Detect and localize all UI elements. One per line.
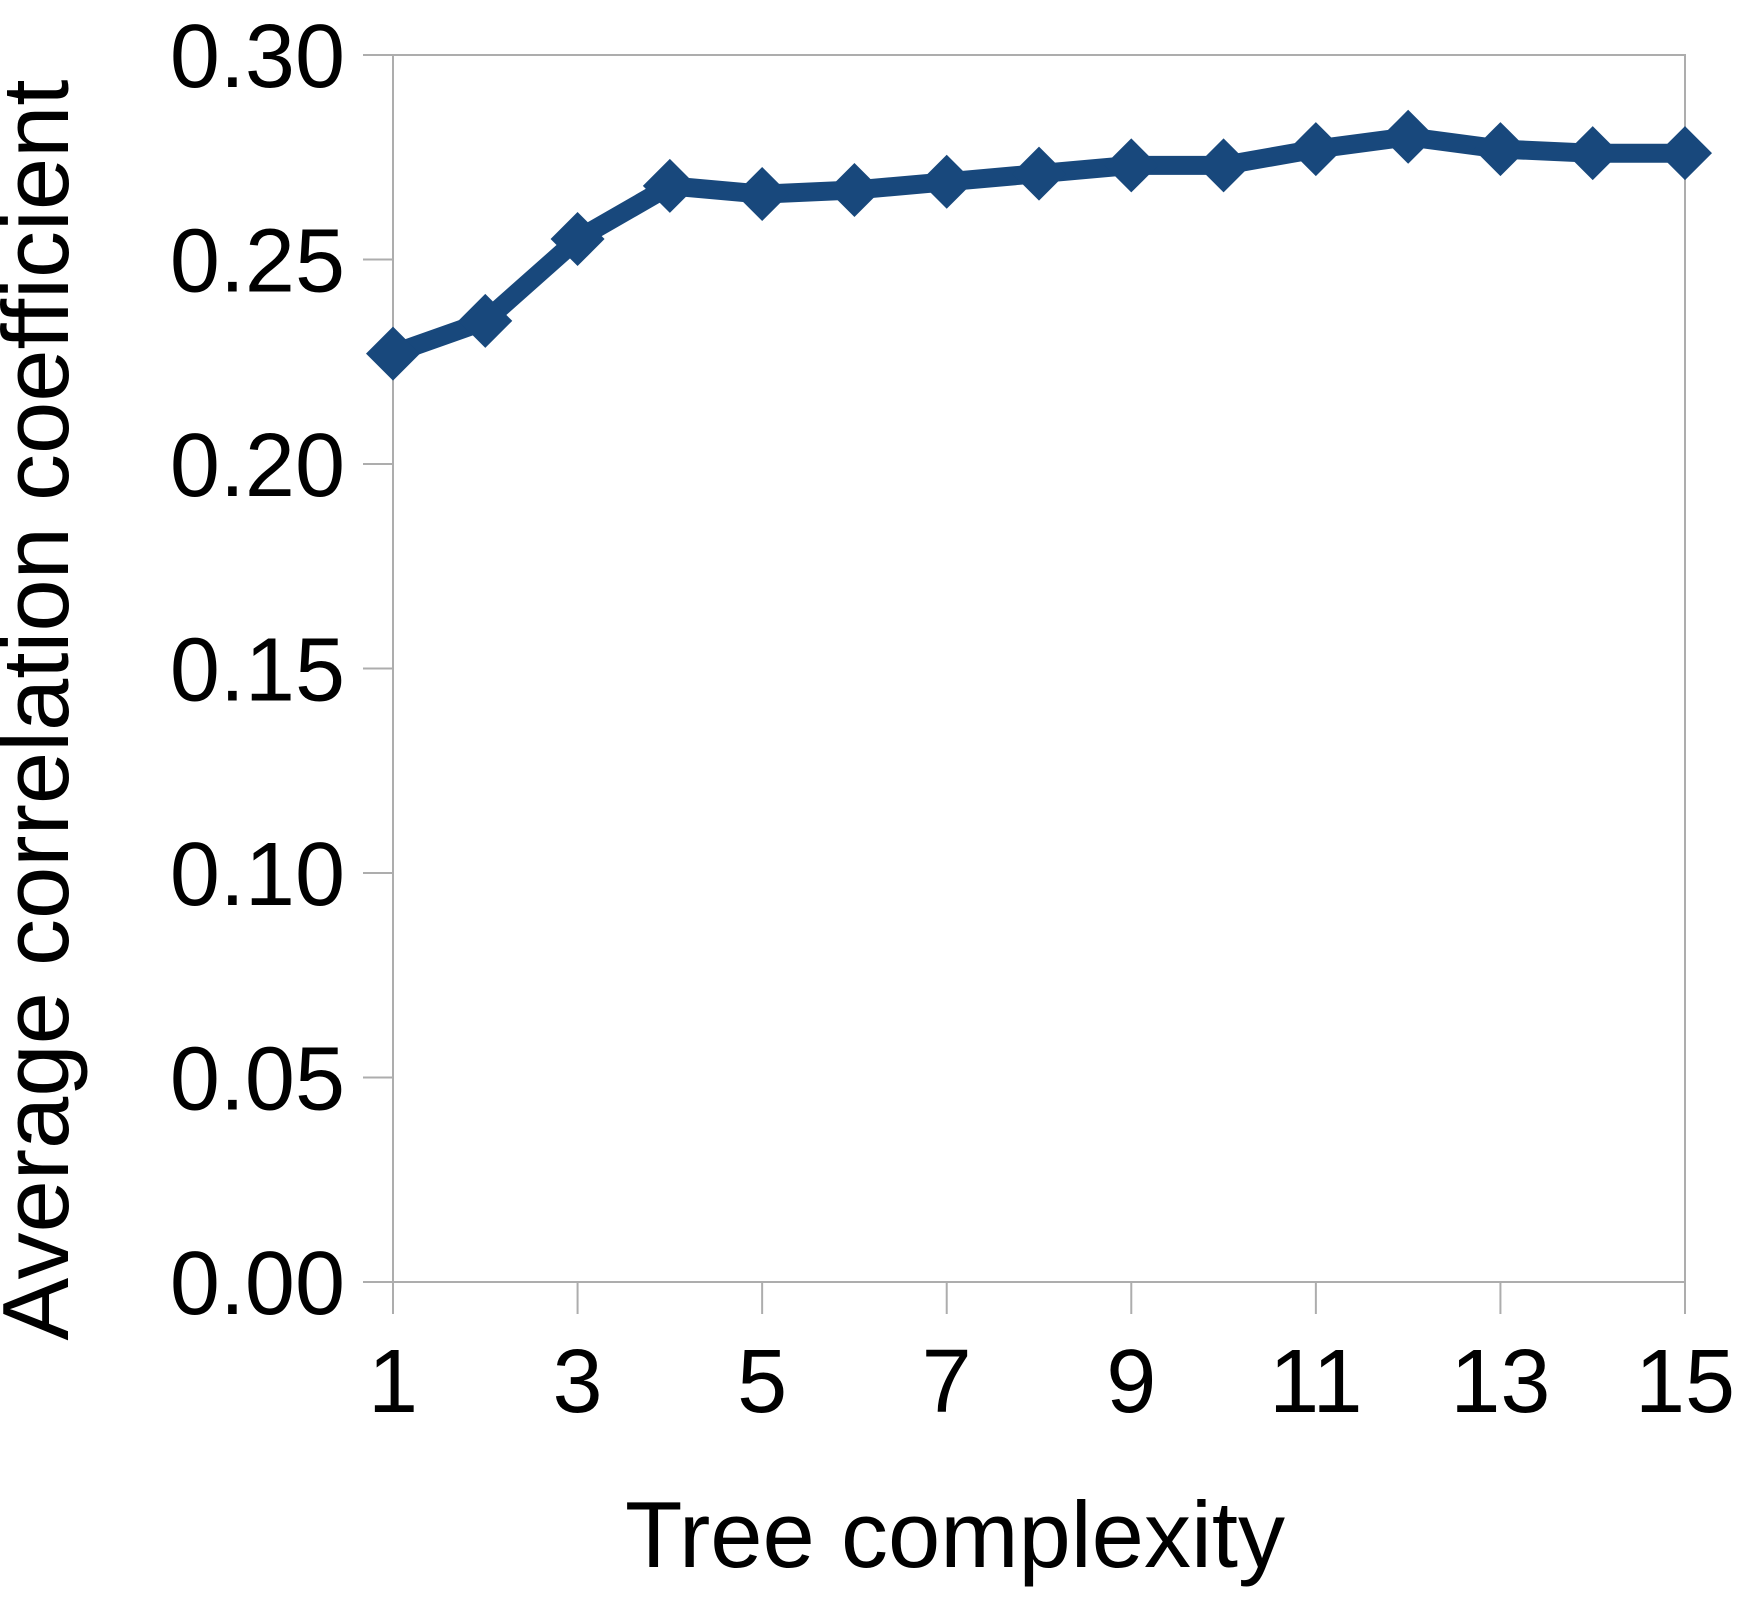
x-axis-title: Tree complexity [625, 1482, 1285, 1587]
y-tick-label: 0.30 [170, 7, 345, 107]
data-point-marker [458, 293, 513, 348]
data-point-marker [1012, 146, 1066, 201]
y-tick-label: 0.25 [170, 212, 345, 312]
x-tick-label: 1 [368, 1332, 418, 1432]
x-tick-label: 5 [737, 1332, 787, 1432]
y-tick-label: 0.00 [170, 1234, 345, 1334]
x-tick-label: 11 [1269, 1332, 1362, 1432]
data-point-marker [735, 167, 790, 222]
y-axis-title: Average correlation coefficient [0, 79, 88, 1340]
x-tick-label: 3 [553, 1332, 603, 1432]
data-point-marker [1473, 122, 1528, 177]
data-point-marker [827, 162, 882, 217]
data-point-marker [1381, 109, 1436, 164]
data-point-marker [1658, 126, 1712, 181]
x-tick-label: 15 [1635, 1332, 1735, 1432]
x-tick-label: 7 [922, 1332, 972, 1432]
data-point-marker [1565, 126, 1620, 181]
x-tick-label: 13 [1450, 1332, 1550, 1432]
data-point-marker [1288, 122, 1343, 177]
data-point-marker [919, 154, 974, 209]
data-point-marker [366, 326, 420, 381]
x-tick-label: 9 [1106, 1332, 1156, 1432]
data-point-marker [642, 158, 697, 213]
y-tick-label: 0.15 [170, 621, 345, 721]
data-point-marker [1196, 138, 1251, 193]
y-tick-label: 0.20 [170, 416, 345, 516]
plot-border [392, 54, 1686, 1283]
data-point-marker [550, 212, 605, 267]
y-tick-label: 0.10 [170, 825, 345, 925]
y-tick-label: 0.05 [170, 1030, 345, 1130]
data-point-marker [1104, 138, 1159, 193]
